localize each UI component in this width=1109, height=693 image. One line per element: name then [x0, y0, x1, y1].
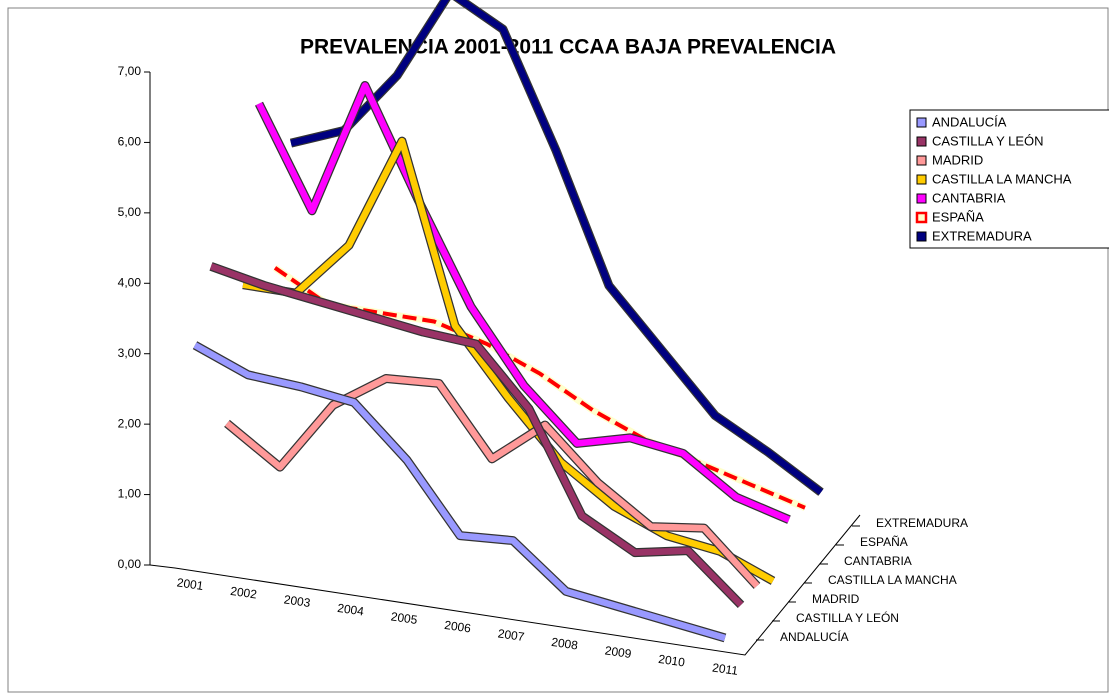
depth-label: ANDALUCÍA: [780, 629, 849, 644]
series-line: [290, 0, 823, 495]
depth-label: CASTILLA Y LEÓN: [796, 610, 899, 625]
series-line: [256, 82, 791, 523]
x-tick-label: 2007: [497, 626, 526, 644]
depth-label: EXTREMADURA: [876, 516, 968, 530]
x-tick-label: 2005: [390, 609, 419, 627]
y-tick-label: 0,00: [118, 557, 142, 571]
x-tick-label: 2001: [176, 575, 205, 593]
legend-label: CASTILLA LA MANCHA: [932, 171, 1072, 186]
y-tick-label: 7,00: [118, 64, 142, 78]
x-tick-label: 2004: [336, 601, 365, 619]
y-tick-label: 2,00: [118, 416, 142, 430]
x-tick-label: 2009: [604, 643, 633, 661]
floor-edge: [149, 514, 861, 656]
legend-swatch: [916, 155, 927, 166]
y-tick-label: 3,00: [118, 346, 142, 360]
legend-label: CASTILLA Y LEÓN: [932, 133, 1044, 148]
x-tick-label: 2010: [657, 652, 686, 670]
depth-label: ESPAÑA: [860, 535, 908, 549]
legend-swatch: [916, 231, 927, 242]
legend-swatch: [915, 211, 928, 224]
depth-label: CANTABRIA: [844, 554, 912, 568]
depth-label: MADRID: [812, 592, 860, 606]
series-line: [193, 342, 726, 642]
y-tick-label: 6,00: [118, 135, 142, 149]
legend-swatch: [916, 136, 927, 147]
y-tick-label: 1,00: [118, 487, 142, 501]
series-line: [209, 263, 744, 608]
depth-label: CASTILLA LA MANCHA: [828, 573, 957, 587]
legend-label: CANTABRIA: [932, 190, 1006, 205]
series-line: [224, 375, 760, 589]
y-tick-label: 5,00: [118, 205, 142, 219]
legend-swatch: [916, 174, 927, 185]
series-line: [242, 137, 775, 584]
x-tick-label: 2008: [550, 635, 579, 653]
legend-swatch: [916, 117, 927, 128]
legend: [909, 109, 1109, 249]
chart-title: PREVALENCIA 2001-2011 CCAA BAJA PREVALEN…: [300, 36, 836, 59]
legend-label: EXTREMADURA: [932, 228, 1032, 243]
x-tick-label: 2006: [443, 618, 472, 636]
legend-swatch: [916, 193, 927, 204]
x-tick-label: 2011: [711, 660, 739, 678]
y-tick-label: 4,00: [118, 275, 142, 289]
x-tick-label: 2002: [229, 584, 258, 602]
x-tick-label: 2003: [283, 592, 312, 610]
legend-label: ESPAÑA: [932, 209, 984, 224]
legend-label: ANDALUCÍA: [932, 114, 1007, 129]
legend-label: MADRID: [932, 152, 983, 167]
